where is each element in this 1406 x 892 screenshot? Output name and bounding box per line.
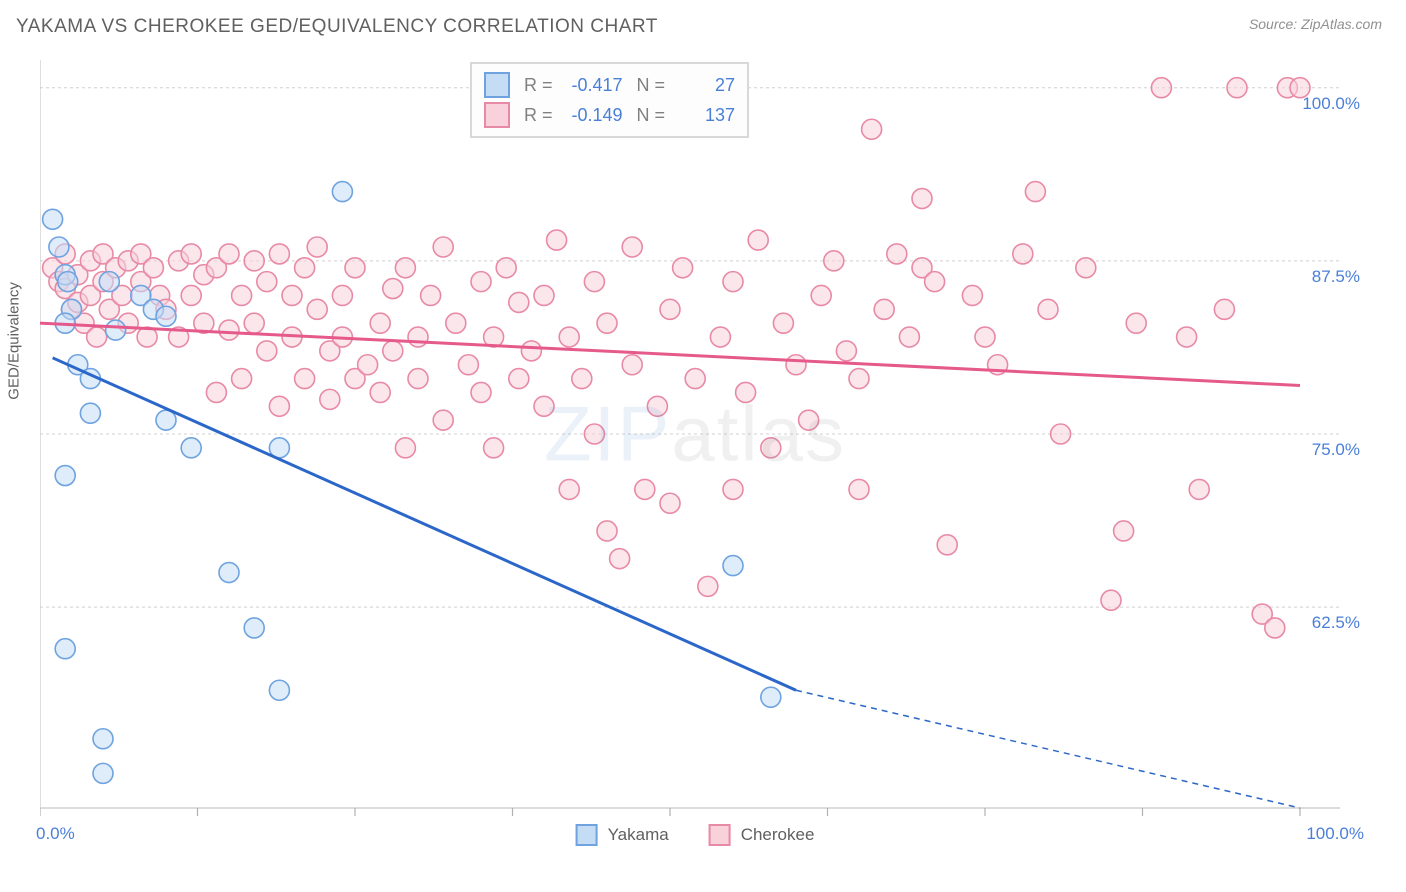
n-value-yakama: 27 (679, 75, 735, 96)
legend-swatch-icon (709, 824, 731, 846)
legend-label: Yakama (608, 825, 669, 845)
scatter-plot-svg (40, 60, 1350, 840)
legend-stats-row: R = -0.417 N = 27 (484, 70, 735, 100)
n-label: N = (637, 75, 666, 96)
n-label: N = (637, 105, 666, 126)
r-label: R = (524, 75, 553, 96)
y-grid-label: 87.5% (1312, 267, 1360, 287)
y-grid-label: 100.0% (1302, 94, 1360, 114)
legend-stats-row: R = -0.149 N = 137 (484, 100, 735, 130)
y-grid-label: 62.5% (1312, 613, 1360, 633)
r-value-cherokee: -0.149 (567, 105, 623, 126)
legend-item-yakama: Yakama (576, 824, 669, 846)
legend-item-cherokee: Cherokee (709, 824, 815, 846)
x-axis-min-label: 0.0% (36, 824, 75, 844)
x-axis-max-label: 100.0% (1306, 824, 1364, 844)
chart-title: YAKAMA VS CHEROKEE GED/EQUIVALENCY CORRE… (16, 16, 658, 38)
y-grid-label: 75.0% (1312, 440, 1360, 460)
legend-label: Cherokee (741, 825, 815, 845)
source-attribution: Source: ZipAtlas.com (1249, 16, 1382, 32)
legend-swatch-icon (576, 824, 598, 846)
bottom-legend: Yakama Cherokee (576, 824, 815, 846)
legend-swatch-yakama (484, 72, 510, 98)
chart-container: GED/Equivalency ZIPatlas R = -0.417 N = … (40, 60, 1350, 840)
y-axis-label: GED/Equivalency (6, 282, 23, 400)
r-value-yakama: -0.417 (567, 75, 623, 96)
r-label: R = (524, 105, 553, 126)
n-value-cherokee: 137 (679, 105, 735, 126)
legend-stats-box: R = -0.417 N = 27 R = -0.149 N = 137 (470, 62, 749, 138)
legend-swatch-cherokee (484, 102, 510, 128)
